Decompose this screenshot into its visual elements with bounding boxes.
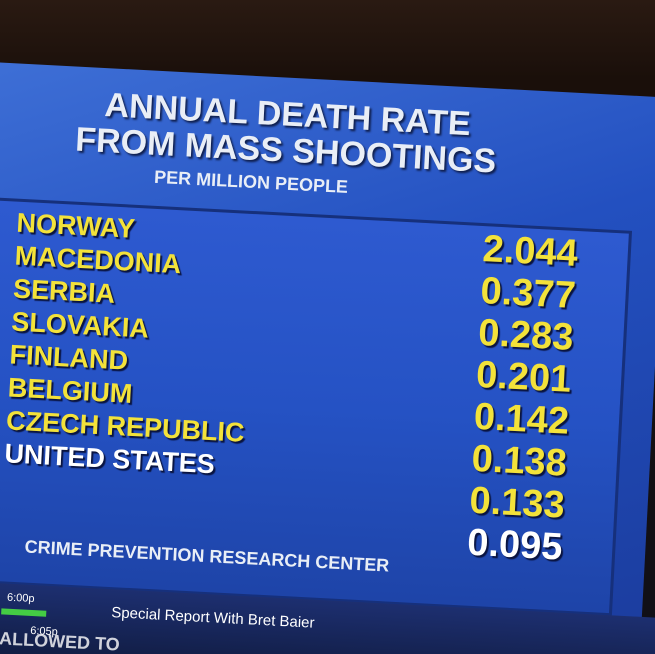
country: NORWAY — [15, 207, 136, 244]
rate: 0.283 — [477, 311, 575, 359]
rate: 0.142 — [472, 395, 571, 443]
rate: 0.133 — [468, 479, 566, 527]
country: FINLAND — [8, 339, 129, 376]
country: SERBIA — [12, 273, 116, 309]
rate: 0.138 — [470, 437, 568, 485]
rate: 0.377 — [479, 270, 577, 317]
rate: 2.044 — [481, 228, 579, 275]
time: 6:00p — [6, 591, 35, 606]
tv-screen: ANNUAL DEATH RATE FROM MASS SHOOTINGS PE… — [0, 62, 655, 654]
rate: 0.095 — [466, 521, 564, 569]
country: SLOVAKIA — [10, 306, 150, 344]
rate: 0.201 — [475, 353, 573, 401]
country: BELGIUM — [7, 372, 134, 409]
